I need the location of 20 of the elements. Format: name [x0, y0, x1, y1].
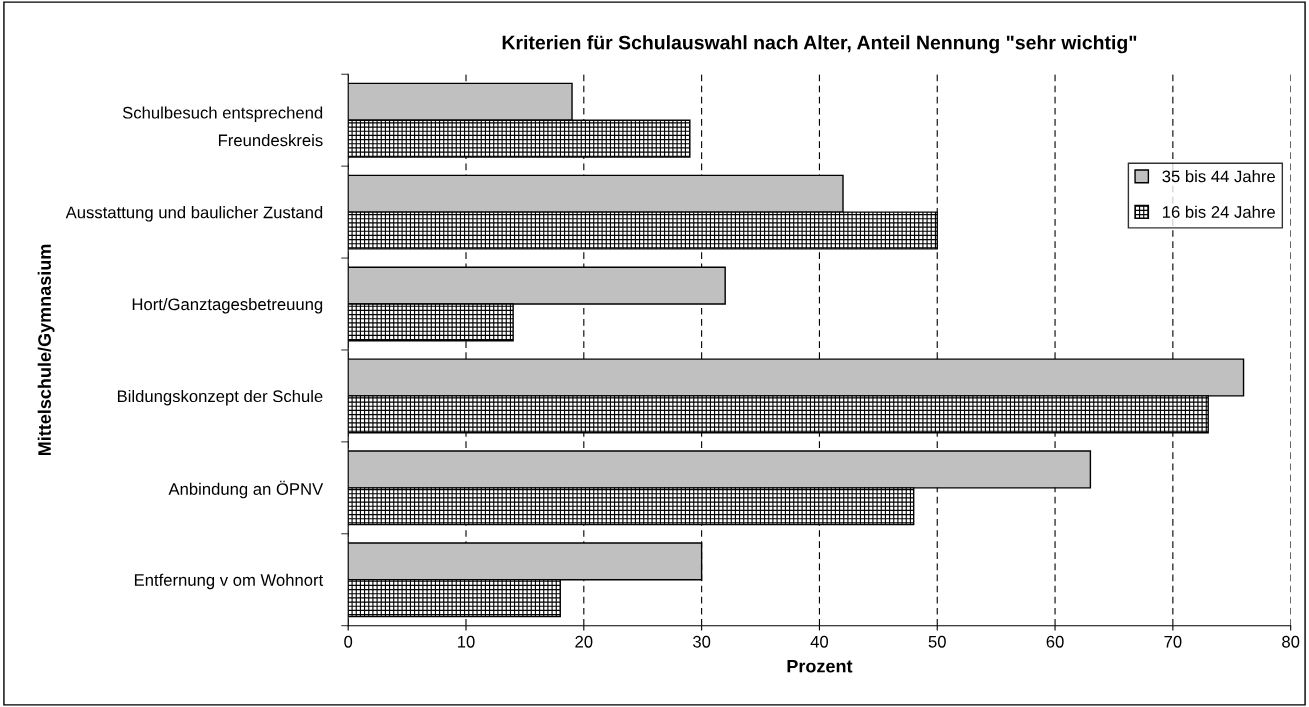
y-tick-label: Bildungskonzept der Schule: [117, 389, 323, 406]
x-tick-label: 20: [575, 635, 593, 648]
legend-label: 16 bis 24 Jahre: [1162, 205, 1275, 218]
x-tick-label: 30: [692, 635, 711, 648]
y-tick-label: Ausstattung und baulicher Zustand: [65, 206, 323, 222]
x-tick-label: 80: [1282, 635, 1300, 648]
x-tick-label: 40: [810, 635, 829, 648]
x-axis-title: Prozent: [787, 659, 853, 673]
y-tick-label: Schulbesuch entsprechend Freundeskreis: [122, 106, 323, 147]
x-tick-label: 50: [928, 635, 946, 648]
y-tick-label: Entfernung v om Wohnort: [134, 573, 324, 590]
x-tick-label: 60: [1046, 635, 1064, 648]
y-tick-label: Anbindung an ÖPNV: [168, 480, 324, 499]
y-axis-title: Mittelschule/Gymnasium: [37, 244, 55, 456]
legend-label: 35 bis 44 Jahre: [1162, 170, 1275, 183]
x-tick-label: 0: [344, 635, 353, 648]
chart-title: Kriterien für Schulauswahl nach Alter, Anteil Nennung "sehr wichtig": [502, 35, 1137, 54]
y-tick-label: Hort/Ganztagesbetreuung: [132, 297, 323, 314]
x-tick-label: 10: [458, 635, 475, 648]
x-tick-label: 70: [1164, 635, 1182, 648]
